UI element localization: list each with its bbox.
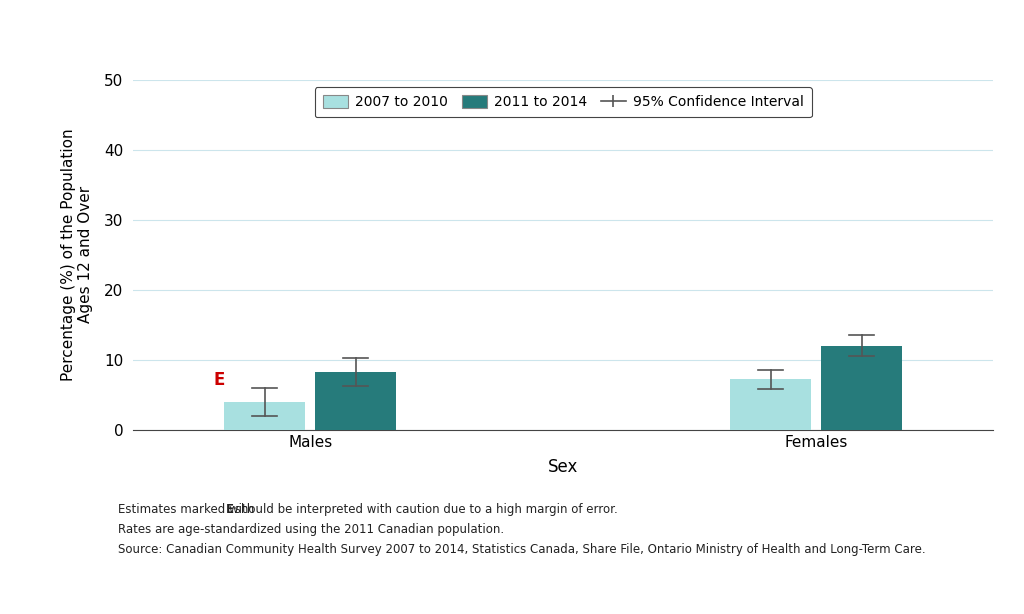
Text: Source: Canadian Community Health Survey 2007 to 2014, Statistics Canada, Share : Source: Canadian Community Health Survey… — [118, 543, 926, 556]
Bar — [315, 373, 396, 430]
Legend: 2007 to 2010, 2011 to 2014, 95% Confidence Interval: 2007 to 2010, 2011 to 2014, 95% Confiden… — [314, 87, 812, 117]
Bar — [224, 402, 305, 430]
Y-axis label: Percentage (%) of the Population
Ages 12 and Over: Percentage (%) of the Population Ages 12… — [60, 128, 93, 381]
Text: should be interpreted with caution due to a high margin of error.: should be interpreted with caution due t… — [230, 503, 617, 516]
X-axis label: Sex: Sex — [548, 458, 579, 476]
Text: E: E — [213, 371, 225, 389]
Bar — [821, 346, 902, 430]
Text: Rates are age-standardized using the 2011 Canadian population.: Rates are age-standardized using the 201… — [118, 523, 504, 536]
Bar — [730, 379, 811, 430]
Text: Estimates marked with: Estimates marked with — [118, 503, 258, 516]
Text: E: E — [226, 503, 233, 516]
